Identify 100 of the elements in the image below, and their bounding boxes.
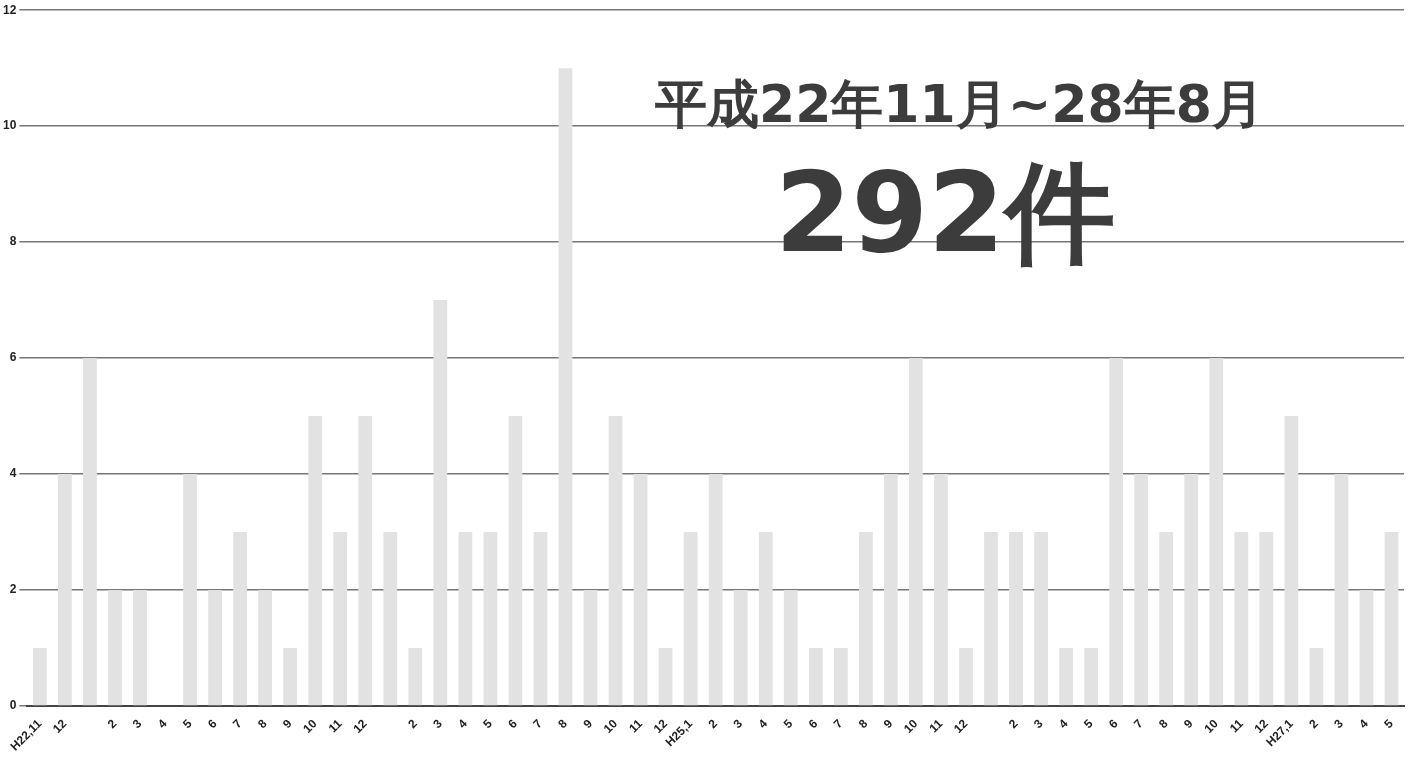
x-tick-label: 4: [755, 716, 771, 732]
x-tick-label: 12: [1251, 716, 1272, 736]
bar: [483, 531, 498, 706]
bar: [58, 474, 72, 706]
x-tick-label: 10: [901, 716, 921, 736]
x-tick-label: 8: [1156, 716, 1171, 732]
x-tick-label: 9: [1181, 716, 1196, 732]
x-tick-label: 6: [1105, 716, 1121, 732]
bar: [934, 474, 948, 706]
bar: [658, 647, 673, 706]
x-tick-label: 11: [1226, 716, 1246, 736]
x-tick-label: 7: [530, 716, 546, 732]
bar: [1009, 531, 1023, 706]
bar: [1334, 474, 1349, 706]
bar: [408, 647, 423, 706]
bar: [508, 416, 523, 706]
x-tick-label: 6: [204, 716, 220, 732]
bar: [233, 531, 247, 706]
x-tick-label: 3: [1030, 716, 1046, 732]
bar: [583, 589, 598, 706]
bar: [1084, 647, 1099, 706]
bar: [608, 416, 623, 706]
bar: [1309, 647, 1324, 706]
x-tick-label: 3: [129, 716, 145, 732]
x-tick-label: 4: [1356, 716, 1372, 732]
bar: [1209, 358, 1224, 706]
x-tick-label: 9: [880, 716, 896, 732]
bar: [683, 531, 698, 706]
bar: [32, 647, 47, 706]
x-tick-label: 6: [805, 716, 821, 732]
bar: [884, 474, 898, 706]
bar: [1034, 531, 1048, 706]
y-tick-label: 2: [9, 582, 17, 597]
bar: [433, 300, 448, 706]
bar: [1359, 589, 1374, 706]
bar: [133, 589, 147, 706]
bar: [783, 589, 798, 706]
x-tick-label: 10: [300, 716, 320, 736]
y-tick-label: 4: [9, 466, 17, 481]
x-tick-label: 8: [855, 716, 871, 732]
x-tick-label: 8: [555, 716, 571, 732]
x-tick-label: 9: [580, 716, 596, 732]
bar: [909, 358, 923, 706]
bar: [1234, 531, 1249, 706]
bar: [308, 416, 323, 706]
x-tick-label: 12: [350, 716, 370, 736]
bar: [1159, 531, 1174, 706]
x-tick-label: 2: [405, 716, 420, 732]
bar: [258, 589, 273, 706]
x-tick-label: 7: [229, 716, 245, 732]
y-tick-label: 10: [2, 118, 17, 133]
bar: [83, 358, 97, 706]
bar: [758, 531, 773, 706]
bar: [733, 589, 748, 706]
bar: [808, 647, 823, 706]
x-tick-label: 5: [480, 716, 496, 732]
bar: [283, 647, 298, 706]
x-tick-label: 4: [154, 716, 170, 732]
bar: [383, 531, 398, 706]
y-tick-label: 6: [9, 350, 17, 365]
bar: [358, 416, 373, 706]
x-tick-label: 2: [1005, 716, 1021, 732]
x-tick-label: 12: [50, 716, 70, 736]
bar: [458, 531, 473, 706]
x-tick-label: 7: [1131, 716, 1146, 732]
x-tick-label: 10: [600, 716, 621, 736]
bar: [1134, 474, 1149, 706]
x-tick-label: 4: [455, 716, 471, 732]
bar: [1059, 647, 1073, 706]
x-tick-label: 2: [705, 716, 721, 732]
bar: [1284, 416, 1299, 706]
bar: [1384, 531, 1399, 706]
x-tick-label: 7: [830, 716, 846, 732]
x-tick-label: 11: [325, 716, 345, 736]
y-tick-label: 0: [9, 698, 17, 713]
bar: [333, 531, 348, 706]
x-tick-label: 9: [280, 716, 295, 732]
x-tick-label: 12: [951, 716, 971, 736]
bar: [633, 474, 648, 706]
bar: [533, 531, 548, 706]
bar: [984, 531, 998, 706]
x-tick-label: 8: [254, 716, 270, 732]
y-tick-label: 8: [9, 234, 17, 249]
x-tick-label: 10: [1201, 716, 1221, 736]
x-tick-label: 3: [1331, 716, 1347, 732]
bar: [1184, 474, 1199, 706]
x-tick-label: 11: [626, 716, 646, 736]
x-tick-label: 5: [179, 716, 195, 732]
x-tick-label: 4: [1055, 716, 1071, 732]
x-tick-label: 3: [430, 716, 446, 732]
x-tick-label: 11: [926, 716, 946, 736]
text: 平成22年11月~28年8月: [655, 73, 1264, 136]
x-tick-label: 5: [1381, 716, 1397, 732]
bar: [108, 589, 122, 706]
x-tick-label: 5: [1080, 716, 1096, 732]
x-tick-label: 2: [104, 716, 120, 732]
x-tick-label: 6: [505, 716, 521, 732]
bar: [558, 68, 573, 706]
bar: [858, 531, 873, 706]
x-tick-label: 3: [730, 716, 746, 732]
